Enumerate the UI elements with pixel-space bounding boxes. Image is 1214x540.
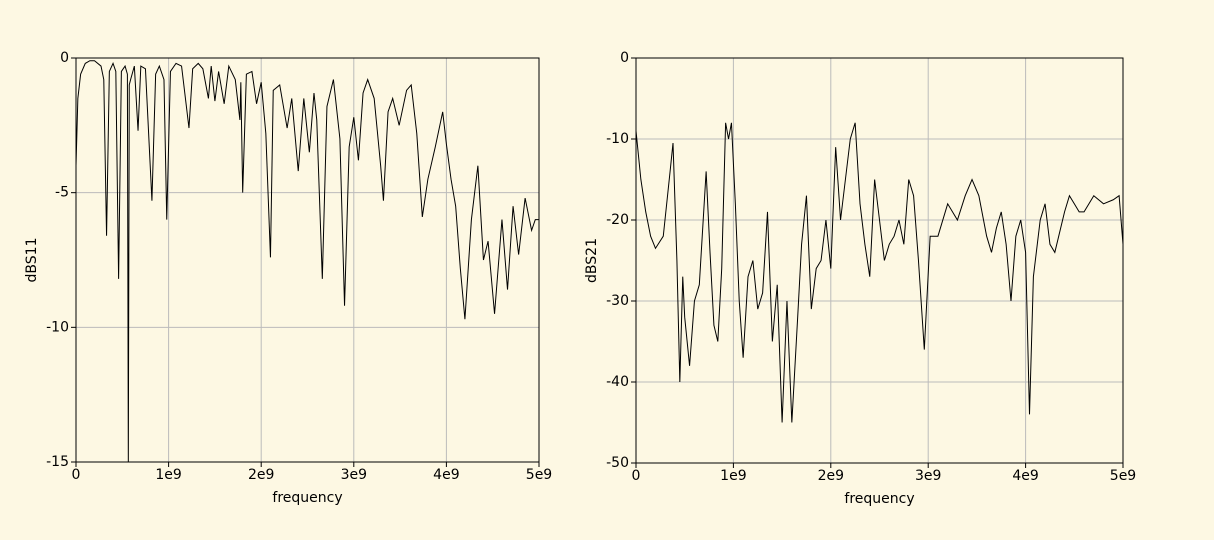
x-tick-label: 3e9 <box>341 467 367 483</box>
y-axis-label: dBS21 <box>584 238 600 283</box>
x-axis-label: frequency <box>272 490 342 506</box>
y-tick-label: -30 <box>606 293 629 309</box>
y-tick-label: 0 <box>60 50 69 66</box>
y-tick-label: 0 <box>620 50 629 66</box>
x-tick-label: 1e9 <box>155 467 181 483</box>
x-tick-label: 4e9 <box>1012 468 1038 484</box>
plot-frame <box>635 57 1124 464</box>
y-tick-label: -5 <box>55 185 69 201</box>
x-tick-label: 2e9 <box>818 468 844 484</box>
plot-frame <box>75 57 540 463</box>
x-tick-label: 5e9 <box>526 467 552 483</box>
x-tick-label: 0 <box>632 468 641 484</box>
x-tick-label: 2e9 <box>248 467 274 483</box>
y-tick-label: -10 <box>606 131 629 147</box>
x-tick-label: 5e9 <box>1110 468 1136 484</box>
x-axis-label: frequency <box>844 491 914 507</box>
x-tick-label: 3e9 <box>915 468 941 484</box>
x-tick-label: 1e9 <box>720 468 746 484</box>
data-line <box>75 60 539 463</box>
data-line <box>635 122 1124 423</box>
y-tick-label: -40 <box>606 374 629 390</box>
y-tick-label: -20 <box>606 212 629 228</box>
y-tick-label: -50 <box>606 455 629 471</box>
y-axis-label: dBS11 <box>24 238 40 283</box>
y-tick-label: -10 <box>46 319 69 335</box>
x-tick-label: 0 <box>72 467 81 483</box>
y-tick-label: -15 <box>46 454 69 470</box>
x-tick-label: 4e9 <box>433 467 459 483</box>
